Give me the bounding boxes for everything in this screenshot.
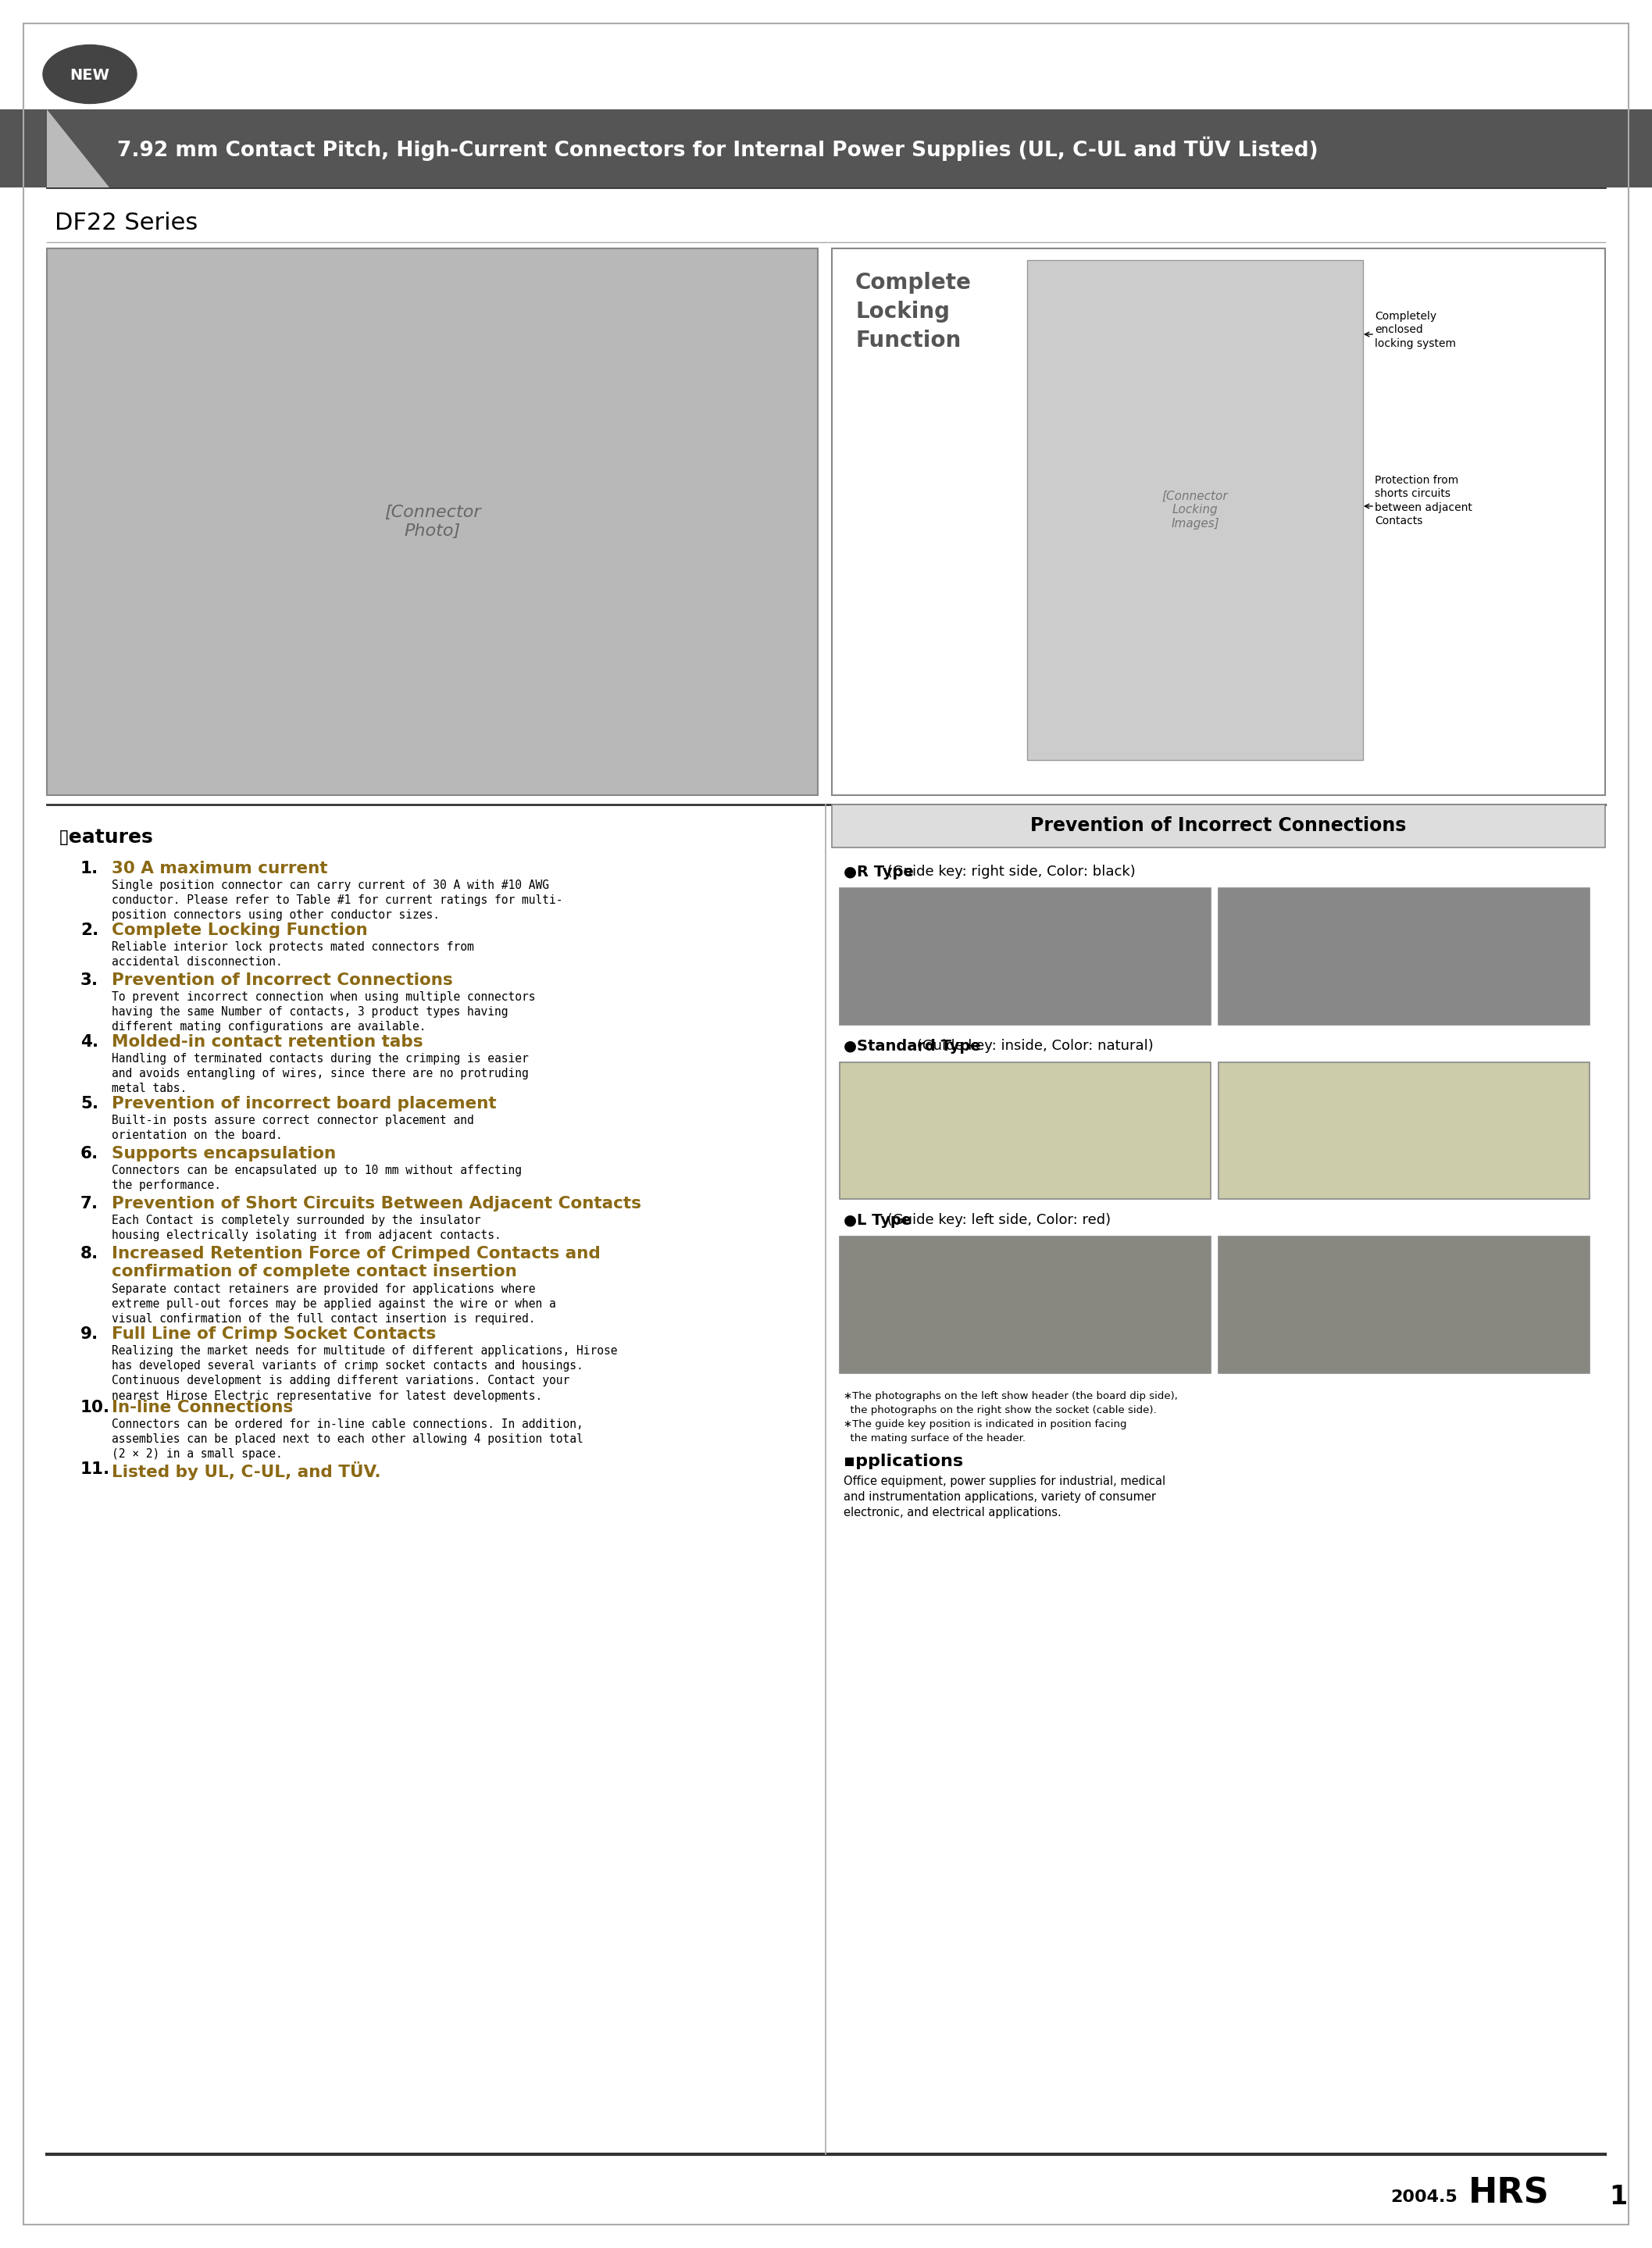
Text: Reliable interior lock protects mated connectors from
accidental disconnection.: Reliable interior lock protects mated co… <box>112 942 474 969</box>
Bar <box>833 247 1606 796</box>
Text: Increased Retention Force of Crimped Contacts and
confirmation of complete conta: Increased Retention Force of Crimped Con… <box>112 1245 600 1279</box>
Text: (Guide key: right side, Color: black): (Guide key: right side, Color: black) <box>882 865 1135 879</box>
Text: 1: 1 <box>1609 2185 1627 2210</box>
Text: Realizing the market needs for multitude of different applications, Hirose
has d: Realizing the market needs for multitude… <box>112 1344 618 1403</box>
Bar <box>46 247 818 796</box>
Text: 5.: 5. <box>81 1095 99 1111</box>
Text: 2004.5: 2004.5 <box>1391 2190 1457 2205</box>
Text: 4.: 4. <box>81 1034 99 1050</box>
Text: Built-in posts assure correct connector placement and
orientation on the board.: Built-in posts assure correct connector … <box>112 1115 474 1142</box>
Text: HRS: HRS <box>1469 2176 1550 2210</box>
Text: Protection from
shorts circuits
between adjacent
Contacts: Protection from shorts circuits between … <box>1374 474 1472 526</box>
Text: Prevention of Short Circuits Between Adjacent Contacts: Prevention of Short Circuits Between Adj… <box>112 1196 641 1212</box>
Text: ●L Type: ●L Type <box>844 1214 912 1227</box>
Text: 11.: 11. <box>81 1461 111 1477</box>
Text: DF22 Series: DF22 Series <box>55 211 198 234</box>
Text: Prevention of incorrect board placement: Prevention of incorrect board placement <box>112 1095 497 1111</box>
Polygon shape <box>46 110 109 187</box>
Bar <box>839 888 1211 1025</box>
Text: 8.: 8. <box>81 1245 99 1261</box>
Text: 3.: 3. <box>81 973 99 989</box>
Text: [Connector
Locking
Images]: [Connector Locking Images] <box>1161 490 1227 531</box>
Text: Handling of terminated contacts during the crimping is easier
and avoids entangl: Handling of terminated contacts during t… <box>112 1052 529 1095</box>
Text: 30 A maximum current: 30 A maximum current <box>112 861 327 877</box>
Bar <box>839 1063 1211 1198</box>
Text: 7.: 7. <box>81 1196 99 1212</box>
Text: Supports encapsulation: Supports encapsulation <box>112 1146 335 1162</box>
Text: ●R Type: ●R Type <box>844 865 914 879</box>
Bar <box>833 805 1606 847</box>
Text: ▯eatures: ▯eatures <box>58 827 154 847</box>
Text: Office equipment, power supplies for industrial, medical
and instrumentation app: Office equipment, power supplies for ind… <box>844 1475 1165 1517</box>
Text: 7.92 mm Contact Pitch, High-Current Connectors for Internal Power Supplies (UL, : 7.92 mm Contact Pitch, High-Current Conn… <box>117 137 1318 160</box>
Bar <box>839 1236 1211 1374</box>
Bar <box>1219 1063 1589 1198</box>
Ellipse shape <box>43 45 137 103</box>
Text: Each Contact is completely surrounded by the insulator
housing electrically isol: Each Contact is completely surrounded by… <box>112 1214 501 1241</box>
Text: (Guide key: inside, Color: natural): (Guide key: inside, Color: natural) <box>912 1039 1153 1052</box>
Text: ∗The guide key position is indicated in position facing: ∗The guide key position is indicated in … <box>844 1418 1127 1430</box>
Text: Prevention of Incorrect Connections: Prevention of Incorrect Connections <box>112 973 453 989</box>
Text: the photographs on the right show the socket (cable side).: the photographs on the right show the so… <box>844 1405 1156 1416</box>
Text: 6.: 6. <box>81 1146 99 1162</box>
Text: Single position connector can carry current of 30 A with #10 AWG
conductor. Plea: Single position connector can carry curr… <box>112 879 563 922</box>
Text: Connectors can be ordered for in-line cable connections. In addition,
assemblies: Connectors can be ordered for in-line ca… <box>112 1418 583 1461</box>
Text: [Connector
Photo]: [Connector Photo] <box>385 506 481 540</box>
Text: ▪pplications: ▪pplications <box>844 1454 963 1470</box>
Bar <box>1219 888 1589 1025</box>
Text: 9.: 9. <box>81 1326 99 1342</box>
Bar <box>1028 261 1363 760</box>
Bar <box>0 110 1652 187</box>
Text: the mating surface of the header.: the mating surface of the header. <box>844 1434 1026 1443</box>
Text: Separate contact retainers are provided for applications where
extreme pull-out : Separate contact retainers are provided … <box>112 1284 557 1324</box>
Bar <box>1219 1236 1589 1374</box>
Text: (Guide key: left side, Color: red): (Guide key: left side, Color: red) <box>882 1214 1110 1227</box>
Text: To prevent incorrect connection when using multiple connectors
having the same N: To prevent incorrect connection when usi… <box>112 991 535 1032</box>
Text: Complete Locking Function: Complete Locking Function <box>112 922 368 937</box>
Text: 1.: 1. <box>81 861 99 877</box>
Text: 2.: 2. <box>81 922 99 937</box>
Text: Complete
Locking
Function: Complete Locking Function <box>856 272 971 351</box>
Text: ●Standard Type: ●Standard Type <box>844 1039 981 1054</box>
Text: Full Line of Crimp Socket Contacts: Full Line of Crimp Socket Contacts <box>112 1326 436 1342</box>
Text: Molded-in contact retention tabs: Molded-in contact retention tabs <box>112 1034 423 1050</box>
Text: 10.: 10. <box>81 1401 111 1416</box>
Text: ∗The photographs on the left show header (the board dip side),: ∗The photographs on the left show header… <box>844 1392 1178 1401</box>
Text: In-line Connections: In-line Connections <box>112 1401 292 1416</box>
Text: Listed by UL, C-UL, and TÜV.: Listed by UL, C-UL, and TÜV. <box>112 1461 382 1479</box>
Text: NEW: NEW <box>69 67 109 83</box>
Text: Completely
enclosed
locking system: Completely enclosed locking system <box>1374 310 1455 348</box>
Text: Prevention of Incorrect Connections: Prevention of Incorrect Connections <box>1031 816 1406 836</box>
Text: Connectors can be encapsulated up to 10 mm without affecting
the performance.: Connectors can be encapsulated up to 10 … <box>112 1164 522 1191</box>
